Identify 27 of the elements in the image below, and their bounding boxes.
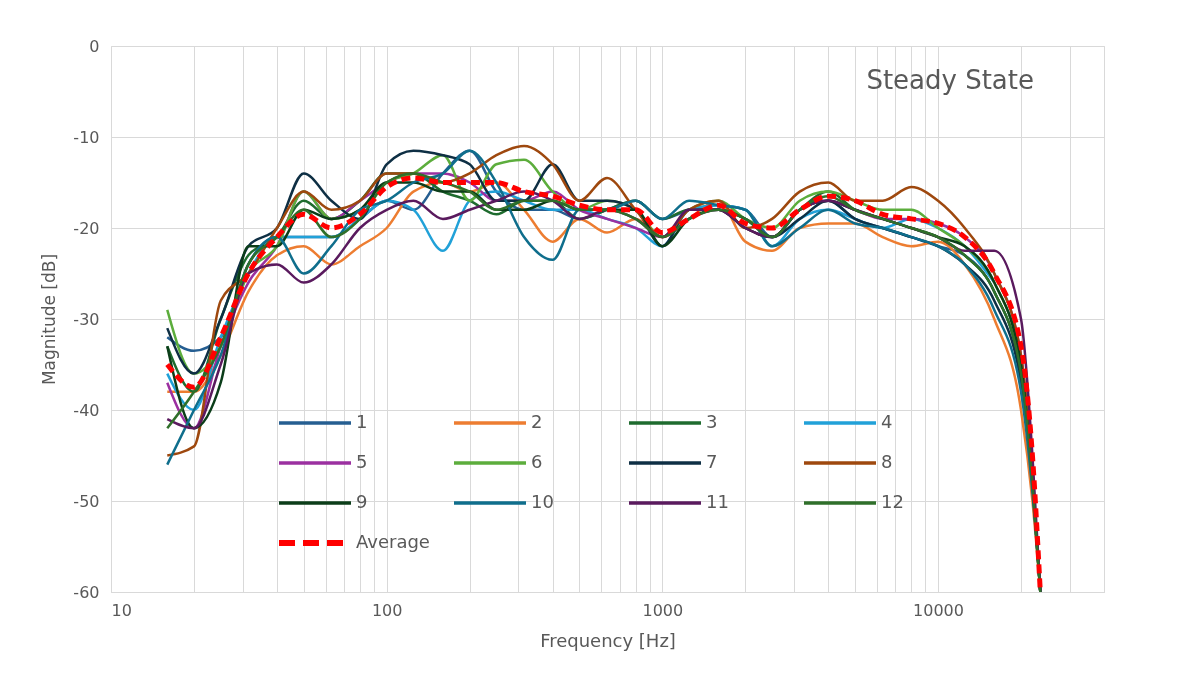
y-axis-title: Magnitude [dB] [39, 253, 60, 386]
x-axis-title: Frequency [Hz] [540, 629, 676, 651]
y-tick-label: -60 [73, 582, 100, 602]
x-tick-label: 10000 [913, 600, 964, 620]
y-tick-label: -40 [73, 400, 100, 420]
x-tick-label: 1000 [642, 600, 684, 620]
legend-label: 9 [356, 491, 368, 512]
legend-label: 12 [881, 491, 904, 512]
legend-label: 11 [706, 491, 729, 512]
legend-label: 1 [356, 411, 368, 432]
legend-label: 7 [706, 451, 718, 472]
legend-label: 2 [531, 411, 543, 432]
text: Steady State [866, 65, 1034, 95]
y-tick-label: -50 [73, 491, 100, 511]
x-tick-label: 100 [371, 600, 403, 620]
legend-label: 3 [706, 411, 718, 432]
x-tick-label: 10 [111, 600, 132, 620]
y-tick-label: 0 [89, 36, 100, 56]
y-tick-label: -20 [73, 218, 100, 238]
legend-label: Average [356, 531, 430, 552]
legend-label: 10 [531, 491, 554, 512]
legend-label: 4 [881, 411, 893, 432]
legend-label: 8 [881, 451, 893, 472]
legend-label: 5 [356, 451, 368, 472]
y-tick-label: -10 [73, 127, 100, 147]
y-tick-label: -30 [73, 309, 100, 329]
legend-label: 6 [531, 451, 543, 472]
